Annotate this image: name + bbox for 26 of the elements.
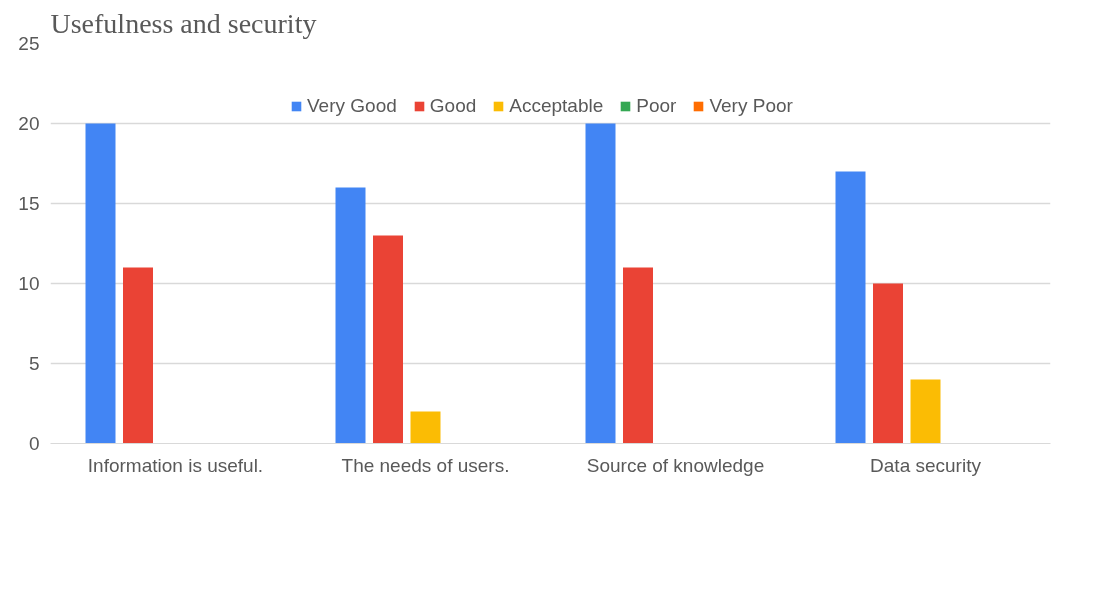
y-tick-label: 20 bbox=[18, 113, 40, 134]
legend-label: Poor bbox=[636, 95, 677, 117]
chart-title: Usefulness and security bbox=[50, 7, 317, 39]
bar bbox=[585, 123, 616, 444]
bar bbox=[623, 267, 653, 444]
bar bbox=[910, 379, 941, 444]
bar bbox=[873, 283, 903, 444]
legend-label: Acceptable bbox=[509, 95, 604, 117]
bar bbox=[335, 187, 366, 444]
bar bbox=[410, 411, 441, 444]
y-tick-label: 25 bbox=[18, 33, 40, 54]
bar bbox=[373, 235, 403, 444]
bar bbox=[85, 123, 116, 444]
y-tick-label: 0 bbox=[28, 433, 40, 454]
y-tick-label: 10 bbox=[18, 273, 40, 294]
x-tick-label: Data security bbox=[870, 454, 982, 476]
legend-label: Very Good bbox=[307, 95, 397, 117]
x-tick-label: Information is useful. bbox=[87, 454, 264, 476]
x-tick-label: The needs of users. bbox=[341, 454, 510, 476]
bar bbox=[835, 171, 866, 444]
x-tick-label: Source of knowledge bbox=[586, 454, 765, 476]
bar bbox=[123, 267, 153, 444]
legend-label: Very Poor bbox=[709, 95, 793, 117]
y-tick-label: 15 bbox=[18, 193, 40, 214]
y-tick-label: 5 bbox=[28, 353, 40, 374]
legend-label: Good bbox=[429, 95, 477, 117]
